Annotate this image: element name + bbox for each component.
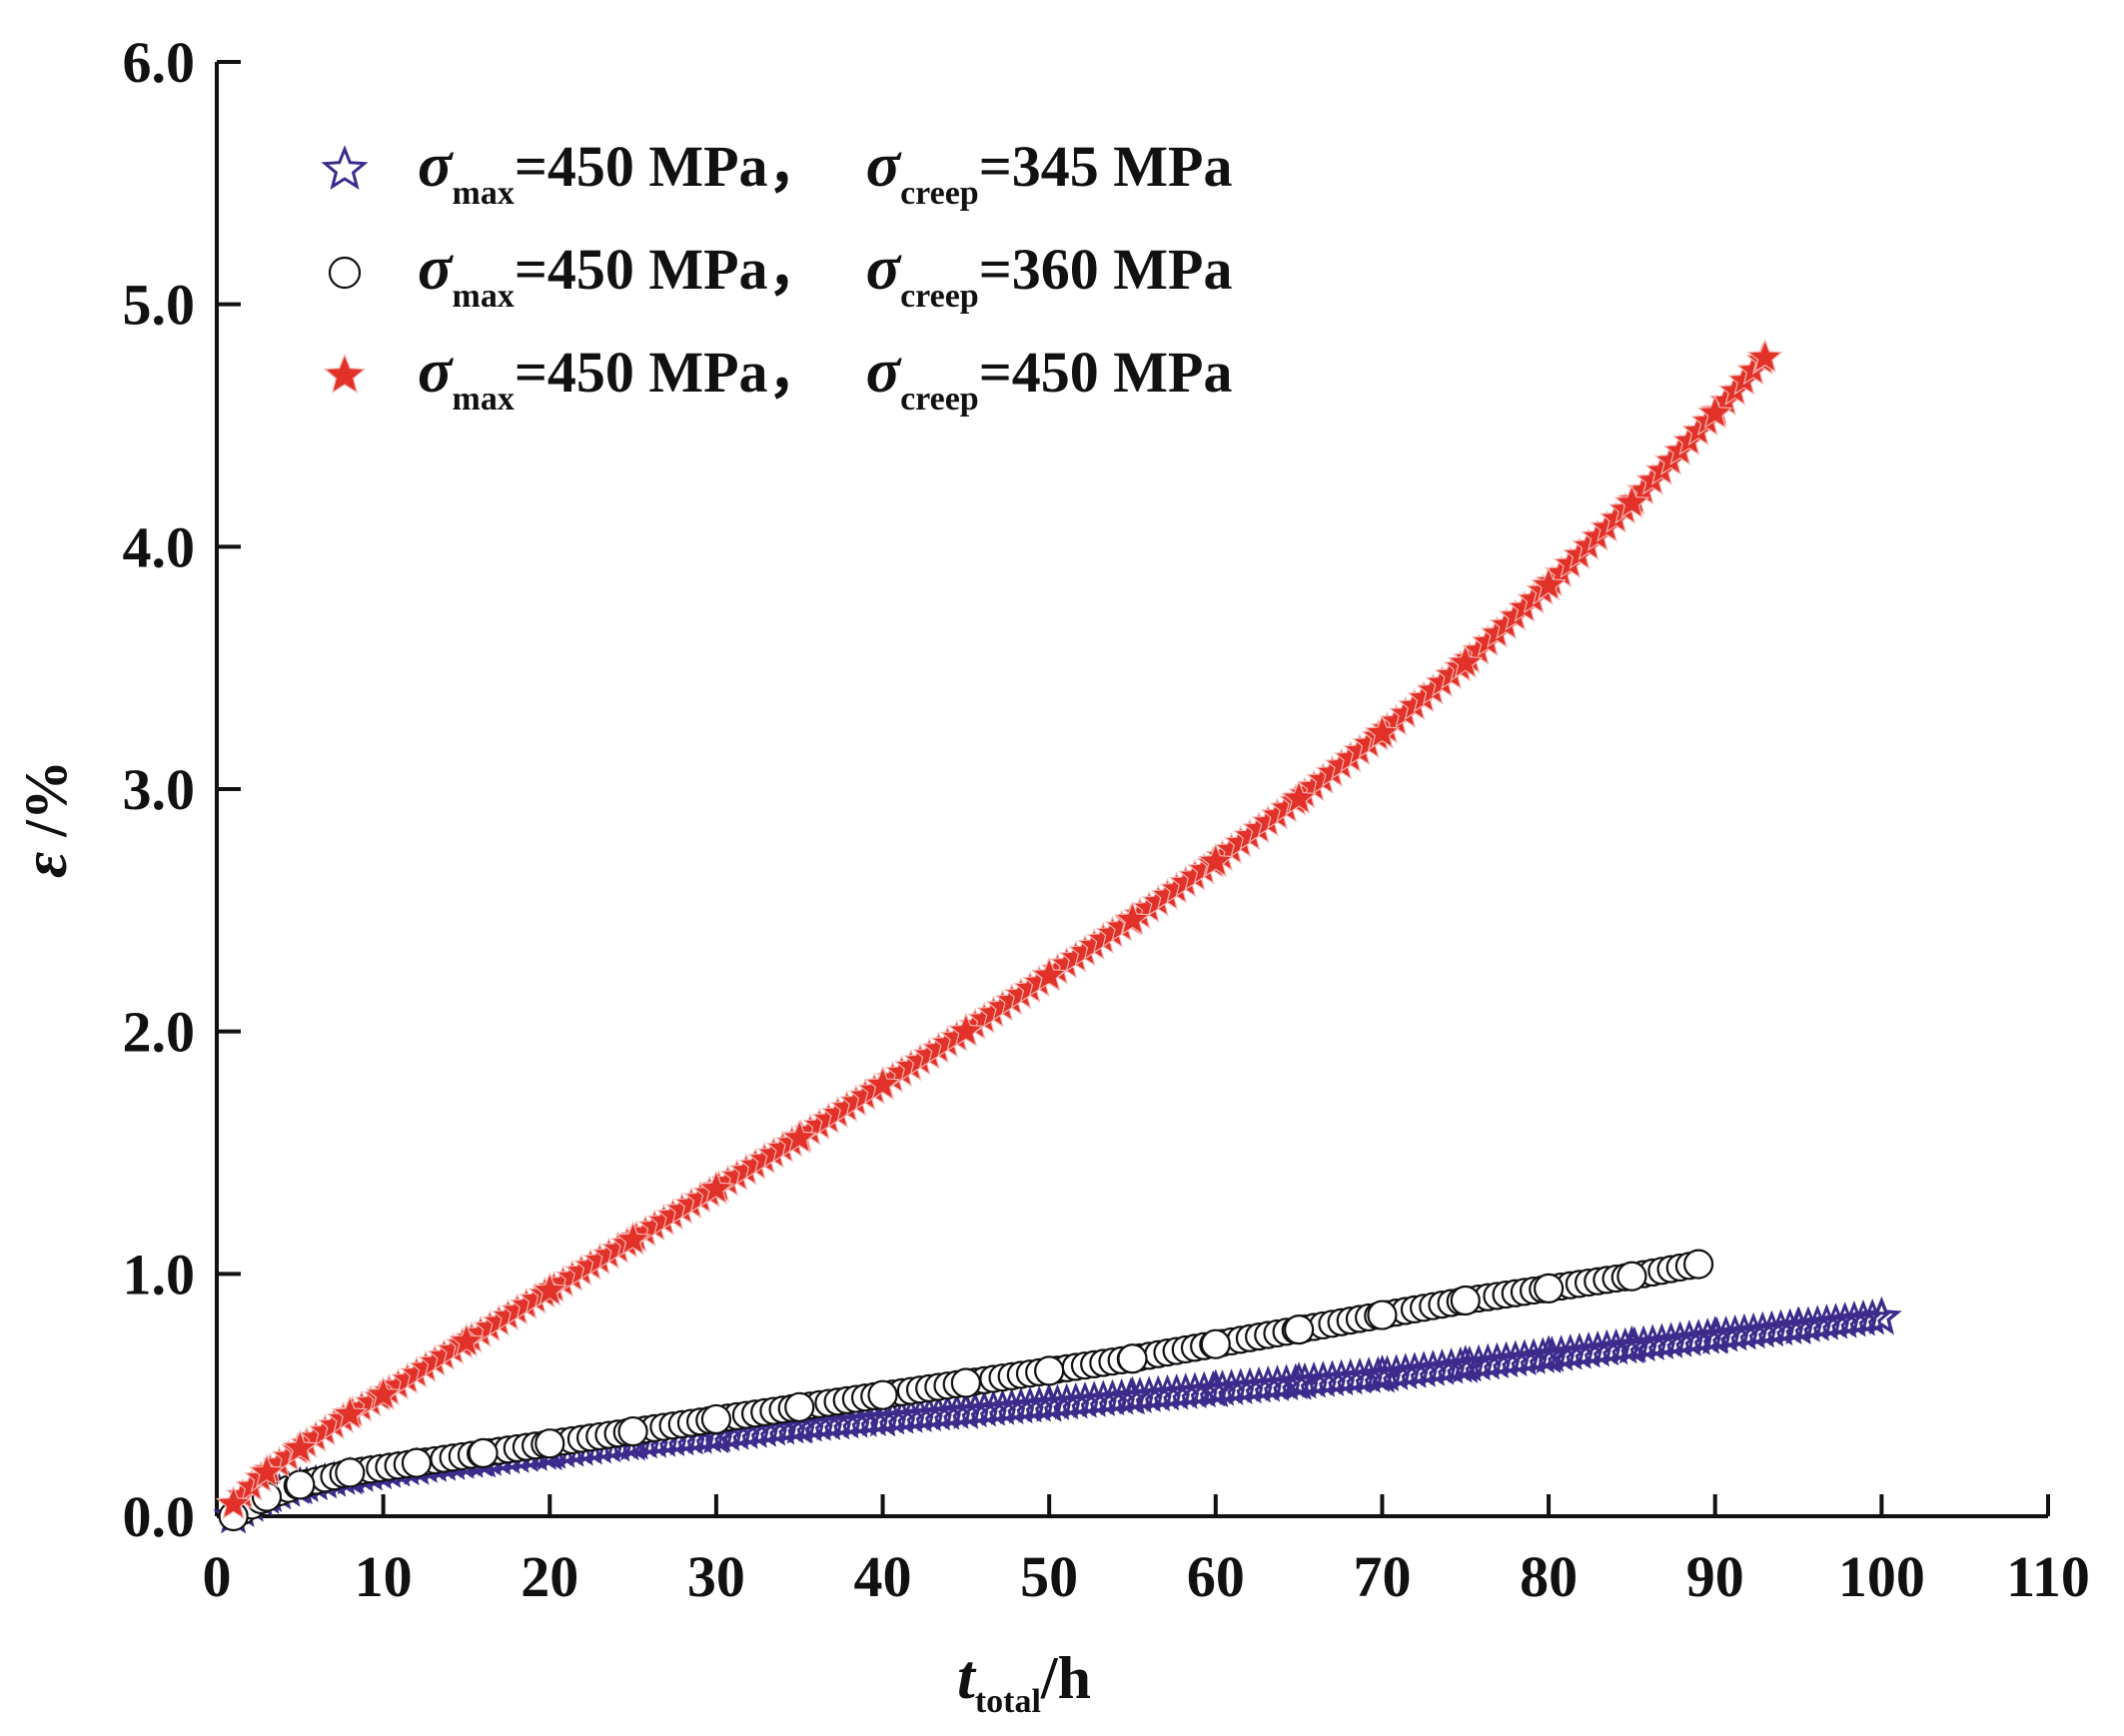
legend-entry-3: σmax=450 MPa， σcreep=450 MPa [418,335,1232,418]
data-point [867,1379,898,1410]
data-point [947,1012,984,1047]
series-layer [213,339,1902,1534]
data-point [1200,1328,1231,1359]
x-tick-label: 80 [1520,1544,1578,1609]
data-point [1112,1375,1153,1415]
data-point [215,1484,252,1520]
data-point [282,1429,319,1464]
y-tick-label: 6.0 [123,30,196,95]
data-point [1450,1285,1481,1316]
y-tick-label: 5.0 [123,273,196,338]
legend-entry-1: σmax=450 MPa， σcreep=345 MPa [418,129,1232,212]
x-tick-label: 0 [203,1544,232,1609]
x-tick-label: 60 [1187,1544,1245,1609]
data-point [697,1170,734,1205]
x-tick-label: 40 [854,1544,912,1609]
y-tick-labels: 0.0 1.0 2.0 3.0 4.0 5.0 6.0 [123,30,241,1549]
data-point [864,1066,901,1101]
data-point [1528,1334,1570,1374]
data-point [1694,1315,1735,1354]
y-tick-label: 0.0 [123,1484,196,1549]
data-point [365,1375,402,1410]
y-axis-title: ε /% [9,760,80,878]
x-tick-label: 20 [521,1544,578,1609]
data-point [1746,339,1783,374]
data-point [401,1447,433,1478]
y-tick-label: 2.0 [123,1000,196,1065]
data-point [1445,1344,1487,1383]
data-point [1117,1343,1148,1374]
x-tick-label: 70 [1353,1544,1411,1609]
data-point [1362,1353,1403,1393]
legend-marker [328,256,362,290]
x-tick-label: 10 [355,1544,413,1609]
x-tick-labels: 0 10 20 30 40 50 60 70 80 90 100 110 [203,1494,2090,1609]
data-point [335,1457,366,1488]
data-point [1028,1382,1070,1422]
data-point [1367,1300,1398,1330]
data-point [332,1395,369,1430]
data-point [1696,394,1733,430]
data-point [862,1397,903,1437]
x-axis-title: ttotal/h [957,1641,1091,1720]
data-point [1278,1361,1320,1400]
data-point [1613,483,1650,518]
data-point [1777,1305,1819,1345]
data-point [1533,1273,1565,1303]
y-tick-label: 4.0 [123,514,196,579]
data-point [784,1391,815,1422]
data-point [950,1367,981,1398]
data-point [1531,566,1568,601]
data-point [1031,956,1068,992]
x-tick-label: 30 [687,1544,745,1609]
legend-entry-2: σmax=450 MPa， σcreep=360 MPa [418,232,1232,315]
legend-marker [323,353,367,395]
data-point [1281,779,1318,815]
data-point [945,1390,987,1429]
data-point [531,1272,568,1306]
x-tick-label: 100 [1838,1544,1925,1609]
data-point [1616,1261,1647,1292]
x-tick-label: 50 [1020,1544,1078,1609]
data-point [1611,1324,1652,1364]
data-point [1197,842,1234,878]
data-point [1284,1314,1315,1345]
data-point [534,1428,565,1459]
data-point [285,1469,316,1500]
data-point [614,1221,651,1256]
x-tick-label: 90 [1686,1544,1744,1609]
data-point [448,1322,485,1357]
data-point [700,1403,732,1435]
series-3 [215,339,1783,1520]
y-tick-label: 1.0 [123,1242,196,1306]
data-point [1364,714,1401,749]
data-point [1114,901,1151,936]
data-point [1447,643,1484,679]
data-point [1034,1355,1065,1386]
data-point [781,1119,818,1154]
data-point [617,1415,648,1447]
legend-marker [321,145,369,190]
series-2 [218,1249,1714,1532]
data-point [1195,1368,1237,1408]
x-tick-label: 110 [2006,1544,2090,1609]
data-point [468,1437,499,1469]
y-tick-label: 3.0 [123,757,196,822]
data-point [1682,1249,1714,1280]
data-point [1861,1296,1902,1335]
legend: σmax=450 MPa， σcreep=345 MPa σmax=450 MPa，… [321,129,1232,418]
data-point [249,1453,285,1488]
